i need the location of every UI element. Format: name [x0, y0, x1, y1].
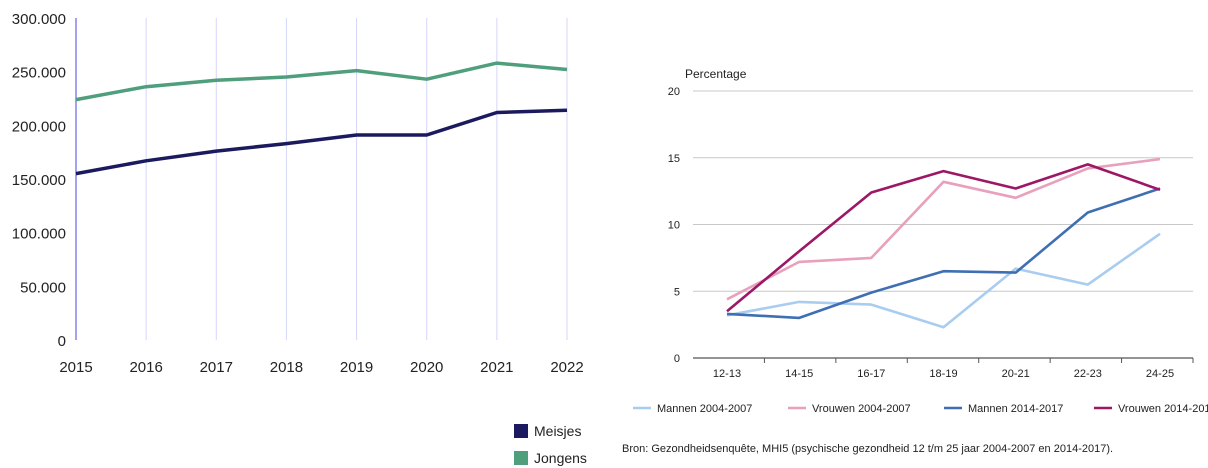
x-tick-label: 2017 — [200, 359, 233, 376]
legend-swatch — [514, 451, 528, 465]
series-line-1 — [726, 232, 1161, 329]
y-tick-label: 50.000 — [20, 279, 66, 296]
x-tick-label: 16-17 — [857, 368, 885, 380]
y-tick-label: 100.000 — [12, 226, 66, 243]
chart-left: 2015 2016 2017 2018 2019 2020 2021 2022 0 50.000 1… — [12, 11, 587, 466]
y-tick-label: 250.000 — [12, 65, 66, 82]
legend-swatch — [514, 424, 528, 438]
y-tick-label: 300.000 — [12, 11, 66, 28]
x-tick-label: 2019 — [340, 359, 373, 376]
y-tick-label: 150.000 — [12, 172, 66, 189]
x-tick-label: 22-23 — [1074, 368, 1102, 380]
legend-label: Jongens — [534, 450, 587, 466]
legend-label: Vrouwen 2014-2017 — [1118, 403, 1208, 415]
x-tick-label: 20-21 — [1002, 368, 1030, 380]
x-tick-label: 2016 — [129, 359, 162, 376]
y-tick-label: 200.000 — [12, 118, 66, 135]
legend-label: Meisjes — [534, 423, 581, 439]
x-tick-label: 24-25 — [1146, 368, 1174, 380]
series-line-meisjes — [75, 108, 568, 176]
series-line-2 — [726, 157, 1161, 301]
x-tick-label: 14-15 — [785, 368, 813, 380]
y-tick-label: 5 — [674, 286, 680, 298]
x-tick-label: 2015 — [59, 359, 92, 376]
y-tick-label: 0 — [674, 353, 680, 365]
y-tick-label: 10 — [668, 220, 680, 232]
x-tick-label: 12-13 — [713, 368, 741, 380]
series-line-jongens — [75, 61, 568, 102]
y-tick-label: 0 — [58, 333, 66, 350]
series-line-4 — [726, 163, 1161, 313]
y-tick-label: 20 — [668, 86, 680, 98]
x-tick-label: 18-19 — [929, 368, 957, 380]
x-tick-label: 2021 — [480, 359, 513, 376]
chart-right: Percentage 0 5 10 15 20 12-13 14-15 16-17 18-19 20… — [622, 67, 1208, 455]
legend-label: Mannen 2004-2007 — [657, 403, 752, 415]
y-axis-label: Percentage — [685, 67, 747, 81]
x-tick-label: 2022 — [550, 359, 583, 376]
y-tick-label: 15 — [668, 153, 680, 165]
series-line-3 — [726, 187, 1161, 320]
legend-label: Vrouwen 2004-2007 — [812, 403, 911, 415]
x-tick-label: 2018 — [270, 359, 303, 376]
source-note: Bron: Gezondheidsenquête, MHI5 (psychisc… — [622, 443, 1113, 455]
legend-label: Mannen 2014-2017 — [968, 403, 1063, 415]
x-tick-label: 2020 — [410, 359, 443, 376]
